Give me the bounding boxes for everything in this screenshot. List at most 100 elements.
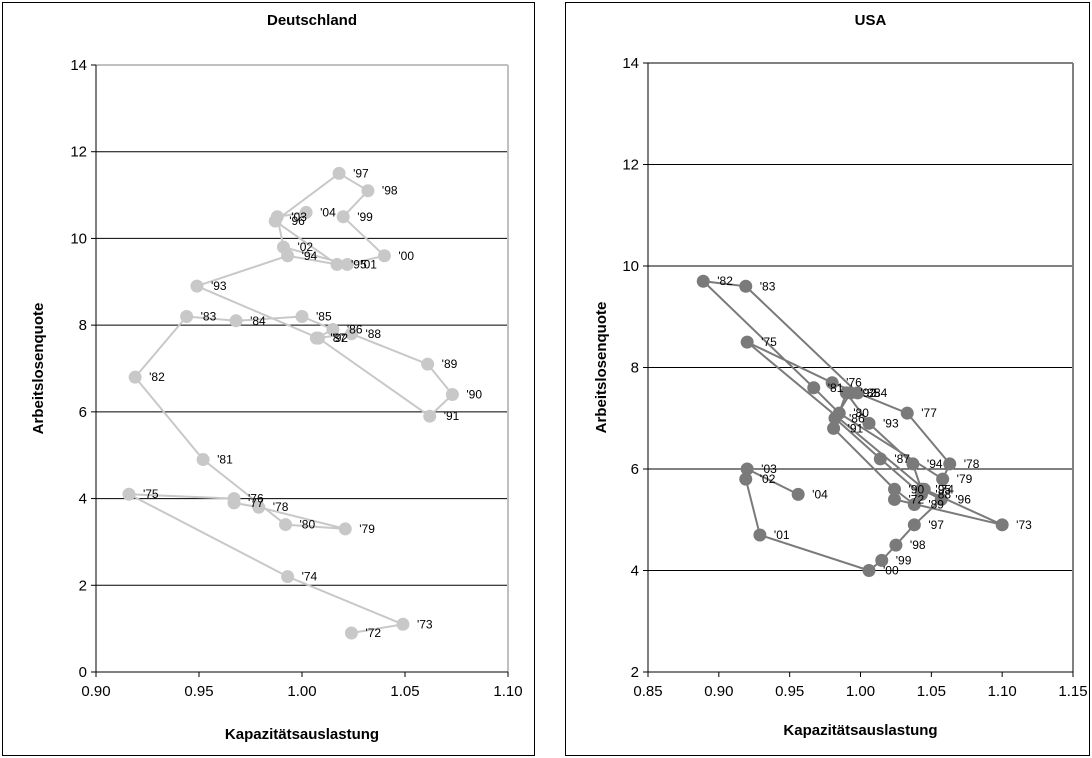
data-point bbox=[740, 335, 754, 349]
data-point bbox=[934, 492, 948, 506]
data-point bbox=[190, 279, 204, 293]
x-tick-label: 1.05 bbox=[390, 683, 419, 700]
y-tick-label: 12 bbox=[622, 157, 639, 174]
y-tick-label: 4 bbox=[631, 563, 639, 580]
data-point bbox=[311, 331, 325, 345]
data-label: '83 bbox=[760, 279, 776, 293]
x-tick-label: 1.00 bbox=[287, 683, 316, 700]
data-point bbox=[423, 409, 437, 423]
data-label: '82 bbox=[149, 370, 165, 384]
data-point bbox=[361, 184, 375, 198]
data-label: '74 bbox=[938, 482, 954, 496]
data-label: '86 bbox=[347, 322, 363, 336]
x-tick-label: 0.85 bbox=[633, 683, 662, 700]
data-point bbox=[943, 457, 957, 471]
data-point bbox=[344, 327, 358, 341]
data-point bbox=[128, 370, 142, 384]
data-label: '90 bbox=[466, 388, 482, 402]
chart-deutschland: Deutschland 0 2 4 6 8 10 12 14 0.90 0.95 1.00 1.05 1.… bbox=[2, 2, 535, 756]
data-label: '02 bbox=[297, 240, 313, 254]
y-tick-label: 12 bbox=[70, 144, 87, 161]
data-label: '03 bbox=[761, 462, 777, 476]
data-point bbox=[281, 570, 295, 584]
x-tick-label: 1.10 bbox=[493, 683, 522, 700]
data-label: '88 bbox=[935, 487, 951, 501]
data-point bbox=[252, 500, 266, 514]
data-point bbox=[299, 205, 313, 219]
data-point bbox=[696, 274, 710, 288]
y-tick-label: 6 bbox=[79, 404, 87, 421]
data-label: '80 bbox=[300, 518, 316, 532]
data-point bbox=[276, 240, 290, 254]
data-point bbox=[807, 381, 821, 395]
data-label: '93 bbox=[883, 416, 899, 430]
data-point bbox=[753, 528, 767, 542]
data-point bbox=[889, 538, 903, 552]
data-label: '77 bbox=[921, 406, 937, 420]
data-point bbox=[196, 453, 210, 467]
data-point bbox=[740, 462, 754, 476]
x-axis-title: Kapazitätsauslastung bbox=[783, 722, 937, 739]
data-label: '78 bbox=[964, 457, 980, 471]
data-label: '97 bbox=[353, 166, 369, 180]
x-tick-label: 1.10 bbox=[988, 683, 1017, 700]
data-point bbox=[279, 518, 293, 532]
data-label: '99 bbox=[357, 210, 373, 224]
data-point bbox=[873, 452, 887, 466]
data-label: '04 bbox=[812, 487, 828, 501]
data-point bbox=[828, 411, 842, 425]
data-point bbox=[875, 553, 889, 567]
data-point bbox=[227, 496, 241, 510]
data-label: '01 bbox=[361, 257, 377, 271]
data-label: '78 bbox=[273, 500, 289, 514]
chart-usa: USA 2 4 6 8 10 12 14 0.85 0.90 0.95 1.00 1.05 1.10 1.1… bbox=[565, 2, 1090, 756]
data-label: '74 bbox=[302, 570, 318, 584]
data-point bbox=[396, 617, 410, 631]
y-tick-label: 2 bbox=[79, 577, 87, 594]
data-label: '73 bbox=[1016, 518, 1032, 532]
x-tick-label: 1.05 bbox=[917, 683, 946, 700]
y-tick-label: 14 bbox=[70, 57, 87, 74]
data-label: '87 bbox=[330, 331, 346, 345]
data-label: '98 bbox=[910, 538, 926, 552]
data-label: '85 bbox=[865, 386, 881, 400]
data-point bbox=[827, 421, 841, 435]
x-tick-label: 1.00 bbox=[846, 683, 875, 700]
data-label: '76 bbox=[846, 376, 862, 390]
data-point bbox=[421, 357, 435, 371]
data-point bbox=[862, 416, 876, 430]
y-tick-label: 14 bbox=[622, 55, 639, 72]
data-label: '98 bbox=[382, 184, 398, 198]
y-tick-label: 10 bbox=[70, 230, 87, 247]
data-point bbox=[900, 406, 914, 420]
data-point bbox=[839, 386, 853, 400]
chart-title: USA bbox=[855, 12, 887, 29]
data-point bbox=[907, 518, 921, 532]
chart-usa-svg: USA 2 4 6 8 10 12 14 0.85 0.90 0.95 1.00 1.05 1.10 1.1… bbox=[593, 12, 1088, 739]
y-tick-label: 8 bbox=[79, 317, 87, 334]
data-point bbox=[914, 482, 928, 496]
series-line bbox=[128, 172, 454, 634]
data-label: '93 bbox=[211, 279, 227, 293]
x-tick-label: 1.15 bbox=[1058, 683, 1087, 700]
chart-deutschland-svg: Deutschland 0 2 4 6 8 10 12 14 0.90 0.95 1.00 1.05 1.… bbox=[30, 12, 523, 743]
data-point bbox=[122, 487, 136, 501]
data-label: '88 bbox=[365, 327, 381, 341]
y-tick-label: 10 bbox=[622, 258, 639, 275]
data-point bbox=[229, 314, 243, 328]
x-tick-label: 0.95 bbox=[184, 683, 213, 700]
x-tick-label: 0.90 bbox=[81, 683, 110, 700]
data-label: '81 bbox=[217, 453, 233, 467]
data-point bbox=[906, 457, 920, 471]
data-label: '96 bbox=[955, 492, 971, 506]
data-point bbox=[295, 309, 309, 323]
data-point bbox=[332, 166, 346, 180]
data-label: '77 bbox=[248, 496, 264, 510]
data-label: '91 bbox=[848, 421, 864, 435]
data-point bbox=[344, 626, 358, 640]
data-label: '75 bbox=[143, 487, 159, 501]
data-label: '72 bbox=[365, 626, 381, 640]
data-point bbox=[340, 257, 354, 271]
data-label: '80 bbox=[853, 406, 869, 420]
data-label: '85 bbox=[316, 309, 332, 323]
